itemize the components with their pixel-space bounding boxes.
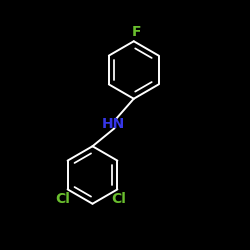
Text: HN: HN <box>102 117 126 131</box>
Text: Cl: Cl <box>111 192 126 206</box>
Text: F: F <box>132 26 141 40</box>
Text: Cl: Cl <box>55 192 70 206</box>
